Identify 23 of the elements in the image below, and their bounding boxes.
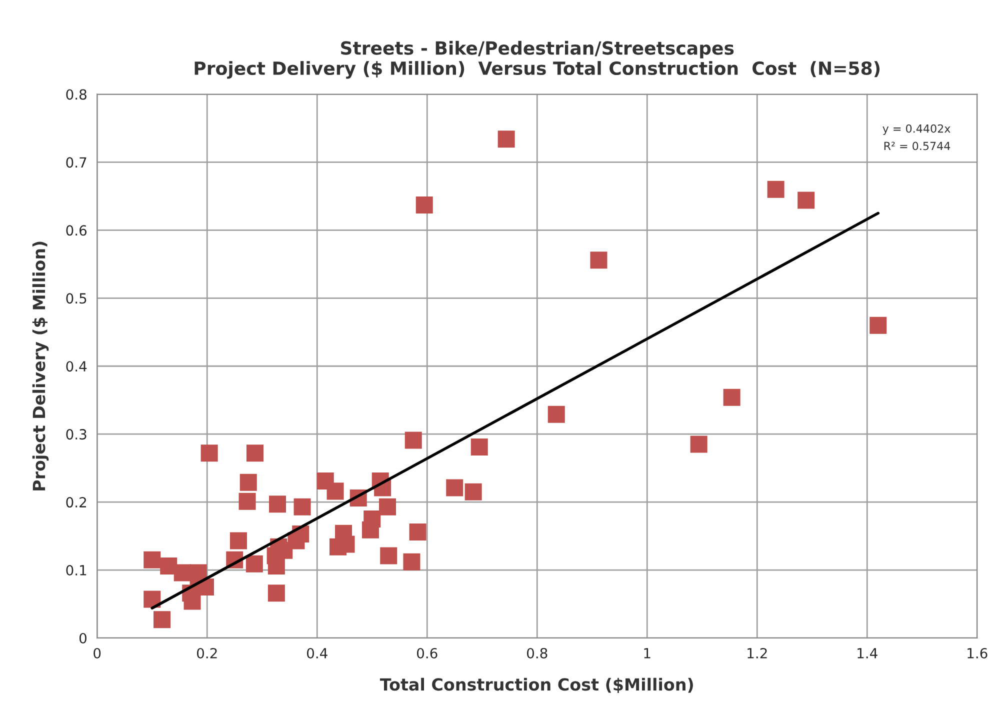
y-tick-label: 0.6 — [66, 225, 87, 236]
y-tick-label: 0.2 — [66, 497, 86, 508]
y-axis-title: Project Delivery ($ Million) — [32, 242, 49, 490]
x-tick-label: 0.6 — [416, 648, 438, 658]
y-tick-label: 0 — [79, 632, 86, 644]
annotation: R² = 0.5744 — [884, 142, 950, 150]
x-tick-label: 1.6 — [968, 648, 988, 658]
x-tick-label: 1.2 — [748, 648, 767, 658]
x-tick-label: 1 — [644, 648, 650, 658]
x-tick-label: 0.2 — [196, 648, 217, 658]
y-tick-label: 0.3 — [66, 429, 86, 440]
y-tick-label: 0.5 — [66, 293, 86, 304]
x-axis-title: Total Construction Cost ($Million) — [380, 678, 693, 693]
chart-title: Streets - Bike/Pedestrian/Streetscapes Project Delivery ($ Million) Versus Total Construction Cost (N=58) — [194, 40, 880, 79]
annotation: y = 0.4402x — [882, 124, 950, 135]
y-tick-label: 0.4 — [66, 361, 87, 372]
x-tick-label: 0.4 — [306, 648, 328, 658]
y-tick-label: 0.1 — [66, 565, 86, 576]
y-tick-label: 0.7 — [66, 157, 86, 168]
x-tick-label: 0.8 — [526, 648, 548, 658]
y-tick-label: 0.8 — [66, 89, 86, 100]
x-tick-label: 1.4 — [858, 648, 878, 658]
x-tick-label: 0 — [94, 648, 101, 658]
